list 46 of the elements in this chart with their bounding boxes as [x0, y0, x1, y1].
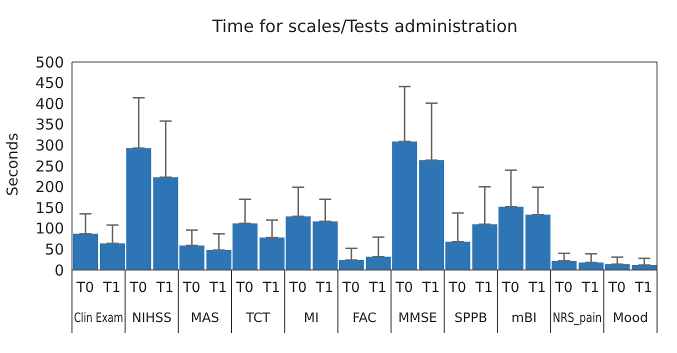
- text: T0: [289, 280, 307, 296]
- chart-title: Time for scales/Tests administration: [211, 17, 518, 37]
- y-tick-label: 0: [54, 261, 64, 280]
- text: T0: [236, 280, 254, 296]
- text: T1: [316, 280, 334, 296]
- text: T0: [342, 280, 360, 296]
- text: T0: [555, 280, 573, 296]
- y-tick-label: 100: [35, 220, 64, 238]
- series-label: T1: [102, 280, 121, 296]
- x-tick-label: MAS: [190, 311, 220, 326]
- x-tick-label: TCT: [245, 311, 270, 326]
- text: T0: [608, 280, 626, 296]
- y-tick-label: 350: [35, 116, 64, 134]
- text: T1: [422, 280, 440, 296]
- x-tick-label: mBI: [511, 311, 537, 326]
- y-tick-label: 50: [44, 240, 64, 259]
- text: T0: [130, 280, 148, 296]
- text: T0: [182, 280, 200, 296]
- y-tick-label: 150: [35, 198, 64, 217]
- x-tick-label: MI: [304, 311, 319, 326]
- y-tick-label: 300: [35, 136, 64, 155]
- x-tick-label: MMSE: [398, 311, 438, 326]
- x-tick-label: NIHSS: [132, 311, 172, 326]
- x-tick-label: FAC: [352, 311, 377, 326]
- y-tick-label: 200: [35, 178, 64, 196]
- text: T0: [502, 280, 520, 296]
- x-tick-label: Mood: [612, 311, 648, 326]
- series-label: T0: [76, 280, 94, 296]
- bar: [73, 234, 98, 270]
- y-tick-label: 500: [35, 53, 64, 72]
- text: T1: [582, 280, 600, 296]
- text: T1: [156, 280, 174, 296]
- text: T1: [528, 280, 546, 296]
- y-axis-title: Seconds: [3, 132, 22, 196]
- text: T0: [396, 280, 414, 296]
- text: T1: [369, 280, 387, 296]
- text: T1: [210, 280, 228, 296]
- text: T1: [634, 280, 652, 296]
- text: T1: [262, 280, 280, 296]
- y-tick-label: 400: [35, 94, 64, 113]
- text: T0: [448, 280, 466, 296]
- x-tick-label: SPPB: [454, 311, 488, 326]
- x-tick-label: NRS_pain: [552, 311, 614, 326]
- y-tick-label: 450: [35, 74, 64, 92]
- y-tick-label: 250: [35, 157, 64, 176]
- text: T1: [475, 280, 493, 296]
